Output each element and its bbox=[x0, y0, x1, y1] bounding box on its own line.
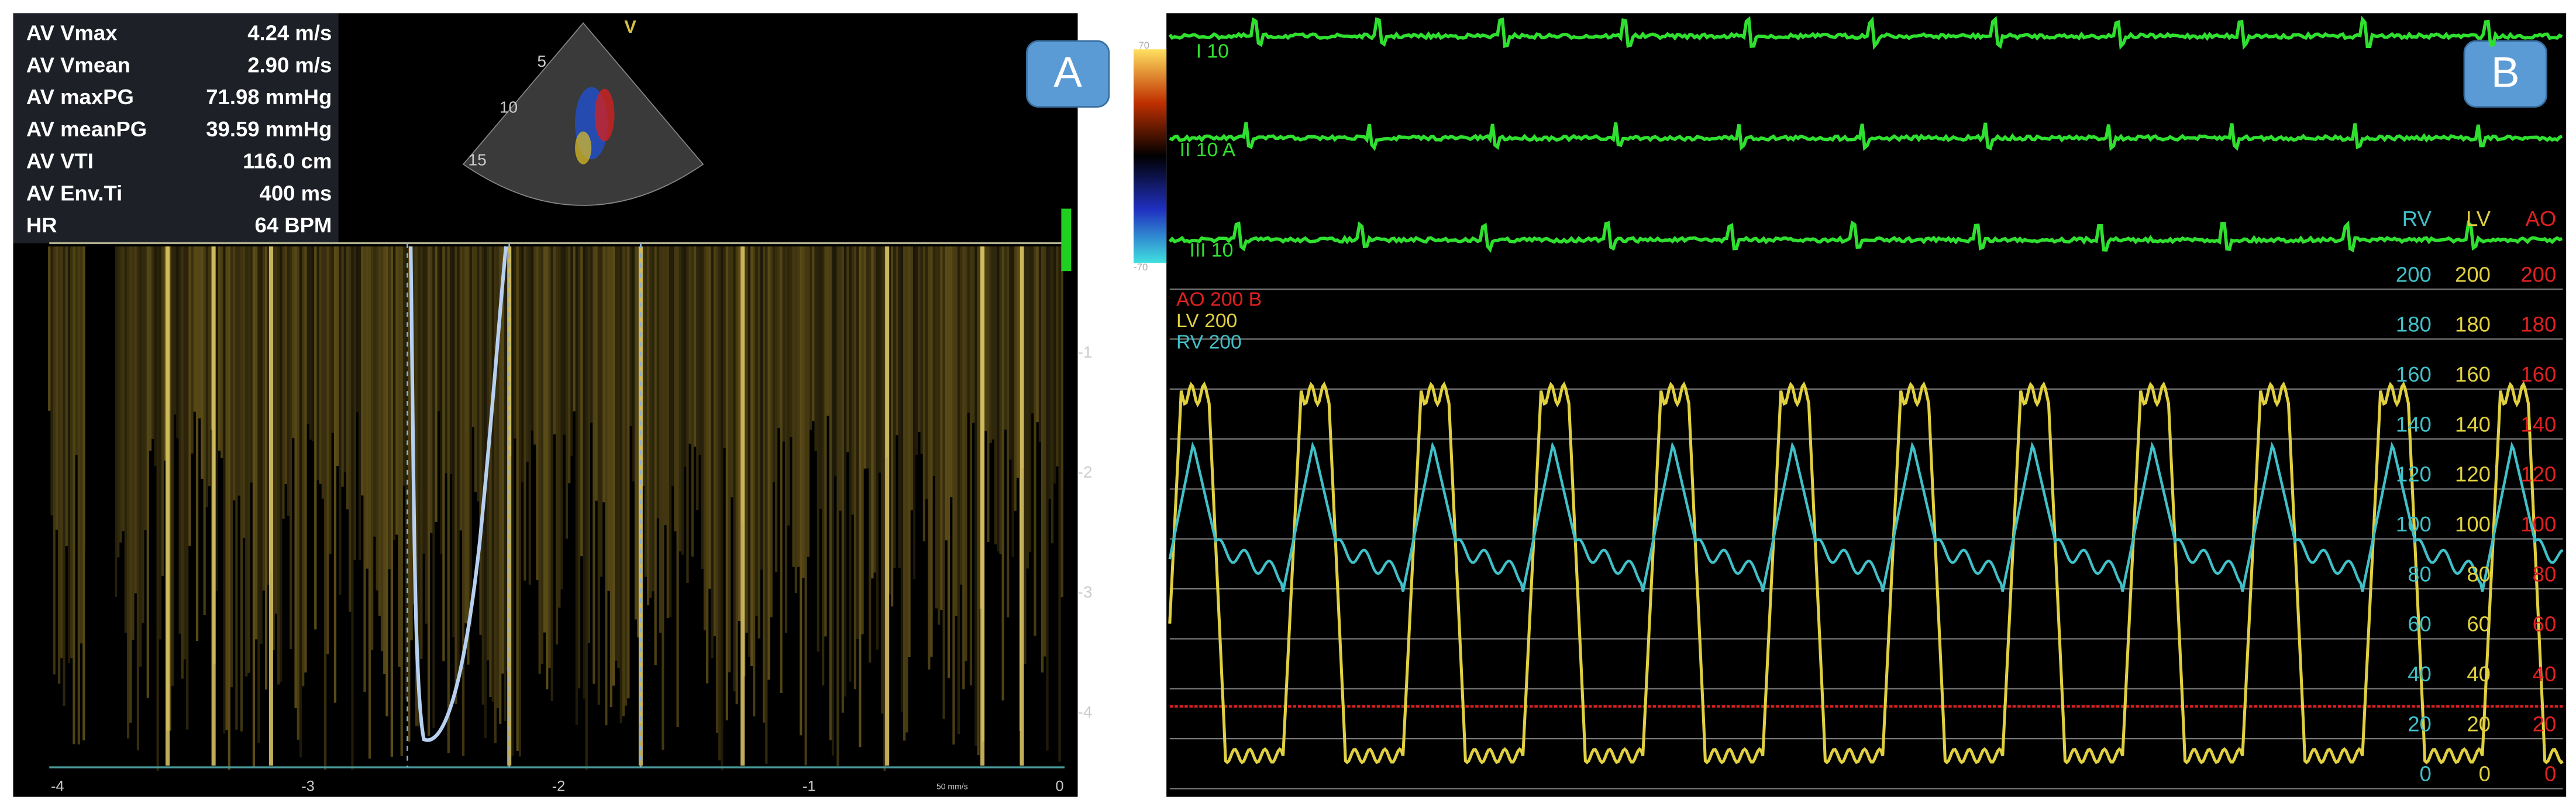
measurement-name: AV Env.Ti bbox=[26, 181, 122, 205]
scale-value: 40 bbox=[2467, 662, 2491, 686]
channel-label: RV 200 bbox=[1176, 332, 1242, 353]
scale-header: RV bbox=[2402, 207, 2432, 231]
ecg-trace bbox=[1168, 16, 2563, 50]
scale-value: 160 bbox=[2520, 362, 2556, 386]
rv-trace bbox=[1168, 441, 2564, 592]
time-tick: -2 bbox=[552, 778, 565, 794]
scale-value: 120 bbox=[2520, 462, 2556, 486]
scale-value: 180 bbox=[2396, 313, 2432, 337]
scale-value: 140 bbox=[2455, 412, 2491, 436]
time-tick: 0 bbox=[1056, 778, 1064, 794]
color-flow bbox=[575, 131, 592, 164]
measurement-name: AV maxPG bbox=[26, 85, 134, 109]
ecg-lead-label: I 10 bbox=[1196, 41, 1229, 63]
velocity-tick: -1 bbox=[1077, 343, 1092, 361]
scale-value: 200 bbox=[2455, 262, 2491, 286]
labels: AV Vmax 4.24 m/s AV Vmean 2.90 m/s AV maxPG 7… bbox=[26, 16, 2556, 794]
scale-value: 20 bbox=[2467, 712, 2491, 736]
scale-value: 40 bbox=[2408, 662, 2432, 686]
time-tick: -3 bbox=[301, 778, 314, 794]
measurement-value: 71.98 mmHg bbox=[206, 85, 332, 109]
label-box bbox=[1026, 40, 1110, 108]
velocity-tick: -4 bbox=[1077, 703, 1092, 721]
scale-value: 180 bbox=[2520, 313, 2556, 337]
waveforms bbox=[1168, 16, 2564, 790]
measurement-value: 2.90 m/s bbox=[247, 53, 332, 77]
measurement-value: 116.0 cm bbox=[243, 149, 332, 173]
measurement-name: HR bbox=[26, 213, 57, 237]
measurement-box bbox=[13, 13, 339, 243]
sector-marker: V bbox=[624, 16, 636, 37]
scale-value: 60 bbox=[2533, 612, 2557, 636]
sweep-speed: 50 mm/s bbox=[936, 781, 968, 791]
scale-value: 40 bbox=[2533, 662, 2557, 686]
ecg-lead-label: III 10 bbox=[1189, 239, 1233, 261]
scale-value: 100 bbox=[2520, 512, 2556, 536]
scale-value: 0 bbox=[2479, 762, 2491, 786]
scale-value: 200 bbox=[2396, 262, 2432, 286]
scale-value: 20 bbox=[2408, 712, 2432, 736]
depth-label: 15 bbox=[468, 151, 486, 169]
ecg-lead-label: II 10 A bbox=[1180, 139, 1236, 161]
scale-value: 160 bbox=[2396, 362, 2432, 386]
scale-value: 0 bbox=[2544, 762, 2556, 786]
scale-value: 0 bbox=[2420, 762, 2432, 786]
color-bar-label: -70 bbox=[1134, 262, 1148, 273]
measurement-value: 39.59 mmHg bbox=[206, 117, 332, 141]
color-bar-label: 70 bbox=[1138, 40, 1149, 51]
measurement-name: AV VTI bbox=[26, 149, 94, 173]
ecg-trace bbox=[1168, 220, 2563, 253]
scale-value: 140 bbox=[2396, 412, 2432, 436]
scale-header: AO bbox=[2526, 207, 2557, 231]
doppler-spectrum bbox=[48, 208, 1072, 771]
scale-value: 120 bbox=[2396, 462, 2432, 486]
measurement-name: AV meanPG bbox=[26, 117, 147, 141]
measurement-name: AV Vmean bbox=[26, 53, 130, 77]
depth-label: 5 bbox=[537, 52, 546, 70]
measurement-value: 400 ms bbox=[260, 181, 332, 205]
ecg-trace bbox=[1169, 122, 2563, 152]
time-tick: -4 bbox=[51, 778, 64, 794]
scale-value: 100 bbox=[2455, 512, 2491, 536]
dark-column bbox=[85, 243, 115, 769]
label-box bbox=[2463, 40, 2547, 108]
color-flow bbox=[594, 88, 615, 142]
panel-label: A bbox=[1053, 49, 1082, 96]
measurement-value: 64 BPM bbox=[254, 213, 332, 237]
panel-label: B bbox=[2491, 49, 2520, 96]
scale-value: 20 bbox=[2533, 712, 2557, 736]
measurement-value: 4.24 m/s bbox=[247, 21, 332, 45]
color-bar bbox=[1133, 49, 1167, 263]
scale-value: 80 bbox=[2467, 562, 2491, 586]
scale-value: 80 bbox=[2533, 562, 2557, 586]
scale-value: 140 bbox=[2520, 412, 2556, 436]
velocity-tick: -2 bbox=[1077, 463, 1092, 481]
lv-trace bbox=[1168, 381, 2564, 764]
scale-value: 60 bbox=[2467, 612, 2491, 636]
scale-value: 120 bbox=[2455, 462, 2491, 486]
measurement-name: AV Vmax bbox=[26, 21, 118, 45]
scale-value: 200 bbox=[2520, 262, 2556, 286]
depth-label: 10 bbox=[500, 98, 518, 116]
velocity-tick: -3 bbox=[1077, 583, 1092, 601]
scale-value: 60 bbox=[2408, 612, 2432, 636]
channel-label: LV 200 bbox=[1176, 310, 1237, 332]
scale-header: LV bbox=[2466, 207, 2491, 231]
scale-value: 100 bbox=[2396, 512, 2432, 536]
scale-value: 80 bbox=[2408, 562, 2432, 586]
marker-bar bbox=[1061, 208, 1072, 272]
time-tick: -1 bbox=[803, 778, 815, 794]
echo-sector-outline bbox=[462, 22, 704, 206]
scale-value: 160 bbox=[2455, 362, 2491, 386]
scale-value: 180 bbox=[2455, 313, 2491, 337]
channel-label: AO 200 B bbox=[1176, 289, 1262, 311]
velocity-envelope bbox=[409, 246, 508, 742]
